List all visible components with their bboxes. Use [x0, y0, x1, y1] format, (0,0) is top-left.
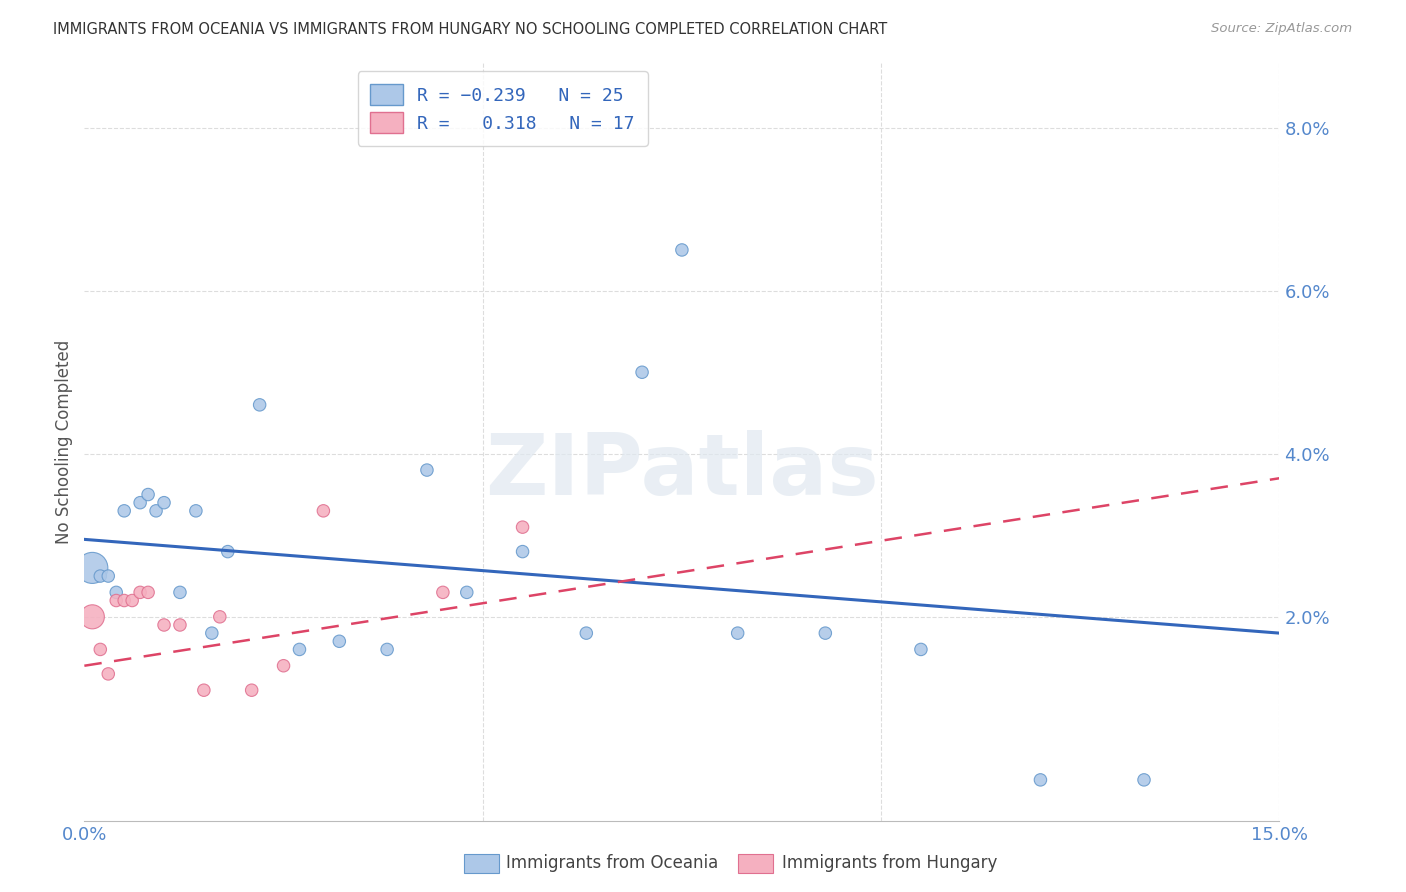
- Point: [121, 593, 143, 607]
- Point: [129, 496, 152, 510]
- Point: [105, 593, 128, 607]
- Point: [112, 504, 135, 518]
- Y-axis label: No Schooling Completed: No Schooling Completed: [55, 340, 73, 543]
- Text: Source: ZipAtlas.com: Source: ZipAtlas.com: [1212, 22, 1353, 36]
- Point: [575, 626, 598, 640]
- Point: [89, 569, 111, 583]
- Point: [169, 585, 191, 599]
- Point: [82, 561, 104, 575]
- Point: [512, 520, 534, 534]
- Point: [814, 626, 837, 640]
- Point: [208, 610, 231, 624]
- Point: [82, 610, 104, 624]
- Point: [184, 504, 207, 518]
- Point: [97, 666, 120, 681]
- Point: [136, 585, 159, 599]
- Point: [201, 626, 224, 640]
- Point: [375, 642, 398, 657]
- Point: [193, 683, 215, 698]
- Text: ZIPatlas: ZIPatlas: [485, 430, 879, 514]
- Point: [288, 642, 311, 657]
- Point: [910, 642, 932, 657]
- Point: [145, 504, 167, 518]
- Point: [1133, 772, 1156, 787]
- Point: [456, 585, 478, 599]
- Point: [105, 585, 128, 599]
- Point: [1029, 772, 1052, 787]
- Legend: R = −0.239   N = 25, R =   0.318   N = 17: R = −0.239 N = 25, R = 0.318 N = 17: [357, 71, 648, 145]
- Point: [136, 487, 159, 501]
- Point: [129, 585, 152, 599]
- Point: [312, 504, 335, 518]
- Point: [727, 626, 749, 640]
- Point: [153, 496, 176, 510]
- Point: [240, 683, 263, 698]
- Point: [249, 398, 271, 412]
- Point: [273, 658, 295, 673]
- Point: [217, 544, 239, 558]
- Text: Immigrants from Oceania: Immigrants from Oceania: [506, 854, 718, 871]
- Point: [112, 593, 135, 607]
- Point: [512, 544, 534, 558]
- Point: [631, 365, 654, 379]
- Point: [97, 569, 120, 583]
- Text: IMMIGRANTS FROM OCEANIA VS IMMIGRANTS FROM HUNGARY NO SCHOOLING COMPLETED CORREL: IMMIGRANTS FROM OCEANIA VS IMMIGRANTS FR…: [53, 22, 887, 37]
- Point: [153, 618, 176, 632]
- Text: Immigrants from Hungary: Immigrants from Hungary: [782, 854, 997, 871]
- Point: [432, 585, 454, 599]
- Point: [169, 618, 191, 632]
- Point: [671, 243, 693, 257]
- Point: [328, 634, 350, 648]
- Point: [89, 642, 111, 657]
- Point: [416, 463, 439, 477]
